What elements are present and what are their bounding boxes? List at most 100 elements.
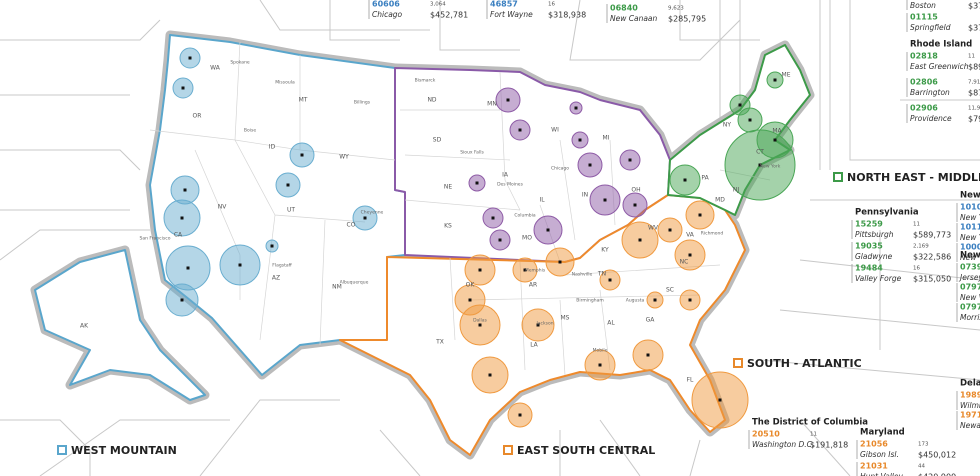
city-dot: [468, 298, 472, 302]
circuit-line: [199, 399, 340, 476]
city: New V: [960, 293, 980, 302]
state-label: SC: [666, 287, 674, 294]
circuit-line: [599, 419, 641, 476]
city-dot: [628, 158, 632, 162]
value: $89: [968, 63, 980, 72]
value: $318,938: [548, 11, 586, 20]
city-dot: [183, 188, 187, 192]
city: Hunt Valley: [860, 472, 903, 476]
city-dot: [588, 163, 592, 167]
state-label: IN: [582, 192, 588, 199]
card-title: Rhode Island: [910, 40, 972, 50]
city: Chicago: [372, 10, 403, 19]
city: Morris: [960, 313, 980, 322]
count: 16: [548, 2, 555, 8]
city-dot: [498, 238, 502, 242]
city-dot: [536, 323, 540, 327]
city: New Canaan: [610, 14, 658, 23]
city: Wilmi: [960, 401, 980, 410]
state-label: IA: [502, 172, 509, 179]
state-label: ND: [427, 97, 436, 104]
city-label: Boise: [244, 128, 256, 134]
state-label: VA: [686, 232, 695, 239]
city-label: Billings: [354, 100, 371, 106]
city: Gladwyne: [855, 252, 893, 261]
city-dot: [608, 278, 612, 282]
city-label: Chicago: [551, 166, 569, 172]
city-dot: [475, 181, 479, 185]
value: $37: [968, 24, 980, 33]
circuit-line: [799, 419, 851, 476]
city-dot: [478, 323, 482, 327]
zip: 07976: [960, 303, 980, 312]
circuit-line: [329, 0, 400, 41]
city-dot: [523, 268, 527, 272]
city-dot: [518, 413, 522, 417]
city-label: Bismarck: [415, 78, 436, 84]
city-dot: [286, 183, 290, 187]
zip: 21031: [860, 462, 888, 471]
city-dot: [758, 163, 762, 167]
city: Barrington: [910, 88, 950, 97]
zip: 21056: [860, 440, 888, 449]
state-label: ID: [269, 144, 276, 151]
city-label: Nashville: [572, 272, 593, 278]
zip: 06840: [610, 4, 638, 13]
value: $285,795: [668, 15, 706, 24]
zip: 02806: [910, 78, 938, 87]
zip: 10112: [960, 223, 980, 232]
zip: 19035: [855, 242, 883, 251]
state-label: TN: [597, 271, 606, 278]
city: Pittsburgh: [855, 230, 894, 239]
city: Washington D.C.: [752, 440, 814, 449]
state-label: AR: [529, 282, 537, 289]
city-label: San Francisco: [140, 236, 171, 242]
state-label: NY: [723, 122, 731, 129]
city-dot: [518, 128, 522, 132]
zip: 19898: [960, 391, 980, 400]
city-label: Augusta: [626, 298, 645, 304]
state-label: AL: [607, 320, 615, 327]
state-label: MN: [487, 101, 497, 108]
city-label: Cheyenne: [361, 210, 384, 216]
city-dot: [270, 244, 274, 248]
zip: 01115: [910, 13, 938, 22]
state-label: FL: [687, 377, 694, 384]
state-label: WA: [210, 65, 221, 72]
state-label: NE: [444, 184, 452, 191]
city-dot: [546, 228, 550, 232]
city: Valley Forge: [855, 274, 902, 283]
count: 11,950: [968, 106, 980, 112]
card-title: New Y: [960, 191, 980, 201]
state-label: OR: [193, 113, 202, 120]
circuit-line: [679, 0, 760, 41]
city-dot: [688, 253, 692, 257]
city-dot: [668, 228, 672, 232]
value: $420,909: [918, 473, 956, 476]
state-label: WY: [339, 154, 349, 161]
region-icon: [733, 358, 743, 368]
city-dot: [300, 153, 304, 157]
region-icon: [503, 445, 513, 455]
value: $452,781: [430, 11, 468, 20]
state-label: CA: [174, 232, 183, 239]
city: Newar: [960, 421, 980, 430]
city-dot: [633, 203, 637, 207]
circuit-line: [0, 419, 91, 476]
state-label: MT: [299, 97, 308, 104]
circuit-line: [0, 149, 141, 171]
value: $450,012: [918, 451, 956, 460]
city-dot: [578, 138, 582, 142]
city-label: Dallas: [473, 318, 487, 324]
zip: 10004: [960, 243, 980, 252]
zip: 02818: [910, 52, 938, 61]
city-dot: [653, 298, 657, 302]
city: Providence: [910, 114, 952, 123]
circuit-line: [759, 359, 980, 381]
labels: WA OR ID MT WY NV UT CO CA AZ NM AK ND SD NE KS MN IA MO WI…: [80, 60, 791, 384]
region-labels: WEST MOUNTAIN EAST SOUTH CENTRAL NORTH EAS…: [57, 171, 980, 457]
city-dot: [181, 86, 185, 90]
